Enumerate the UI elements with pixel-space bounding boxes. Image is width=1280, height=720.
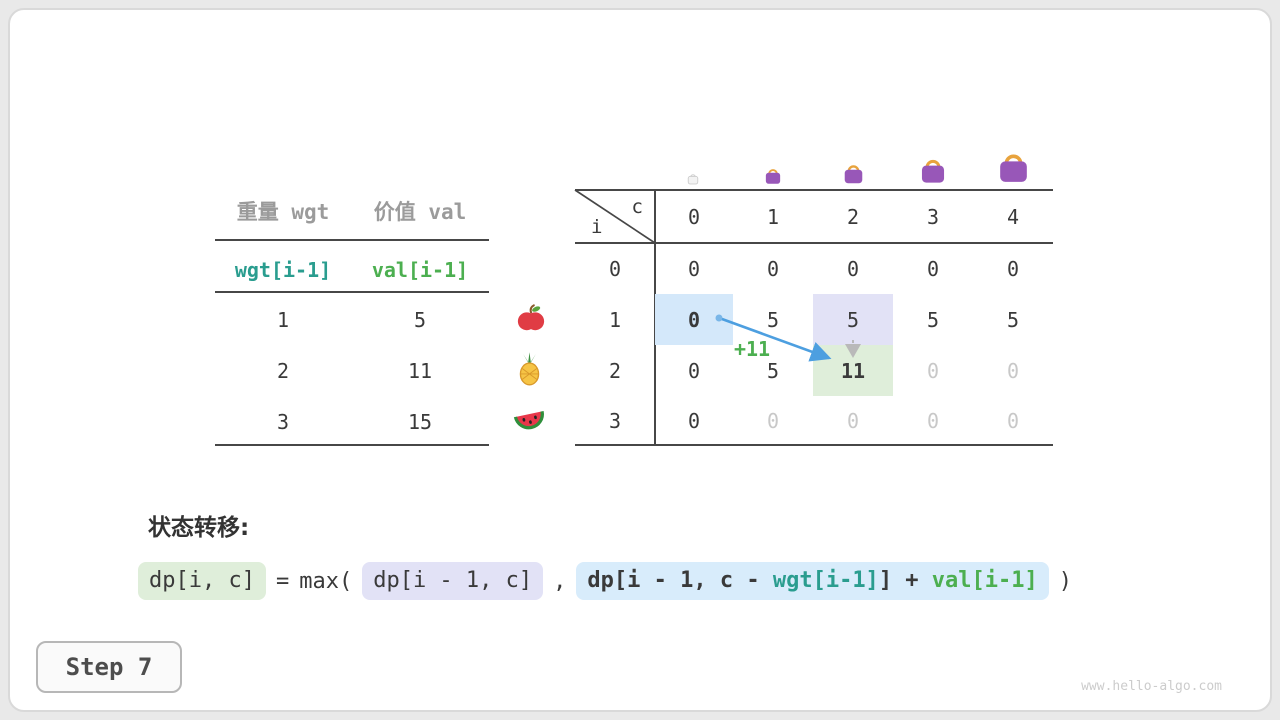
bag-capacity-3-icon (916, 152, 950, 190)
watermelon-icon (513, 405, 546, 434)
bag-capacity-2-icon (840, 159, 867, 190)
dp-col-header-3: 3 (926, 204, 940, 229)
formula-arg2-plus: ] + (878, 567, 932, 593)
weights-row-1-val: 11 (407, 359, 433, 383)
dp-cell-1-2: 5 (813, 294, 893, 345)
weights-table-line (215, 239, 489, 241)
dp-cell-0-3: 0 (926, 256, 940, 281)
formula-arg1-chip: dp[i - 1, c] (362, 561, 544, 601)
dp-cell-0-0: 0 (687, 256, 701, 281)
formula-close-paren: ) (1058, 568, 1073, 594)
dp-col-header-1: 1 (766, 204, 780, 229)
step-badge: Step 7 (36, 641, 182, 693)
watermark: www.hello-algo.com (1081, 679, 1222, 694)
dp-cell-2-1: 5 (766, 358, 780, 383)
dp-row-header-1: 1 (608, 307, 622, 332)
formula-arg2-chip: dp[i - 1, c - wgt[i-1]] + val[i-1] (576, 561, 1049, 601)
weights-formula-val: val[i-1] (371, 258, 469, 282)
weights-table-line (215, 291, 489, 293)
dp-cell-3-0: 0 (687, 408, 701, 433)
weights-formula-wgt: wgt[i-1] (234, 258, 332, 282)
dp-cell-3-3: 0 (926, 408, 940, 433)
dp-cell-2-3: 0 (926, 358, 940, 383)
formula-max-open: max( (299, 568, 353, 594)
apple-icon (516, 303, 546, 333)
dp-cell-3-2: 0 (846, 408, 860, 433)
transition-formula: dp[i, c] = max( dp[i - 1, c] , dp[i - 1,… (138, 558, 1072, 604)
dp-row-header-2: 2 (608, 358, 622, 383)
weights-header-wgt: 重量 wgt (236, 200, 330, 224)
pineapple-icon (515, 351, 544, 386)
formula-lhs-chip: dp[i, c] (138, 561, 266, 601)
weights-row-0-wgt: 1 (276, 308, 290, 332)
weights-row-2-val: 15 (407, 410, 433, 434)
dp-cell-1-3: 5 (926, 307, 940, 332)
formula-comma: , (553, 568, 567, 594)
dp-cell-2-2: 11 (813, 345, 893, 396)
weights-table-line (215, 444, 489, 446)
formula-arg2-val: val[i-1] (931, 567, 1038, 593)
dp-cell-0-2: 0 (846, 256, 860, 281)
dp-cell-2-4: 0 (1006, 358, 1020, 383)
dp-cell-3-4: 0 (1006, 408, 1020, 433)
weights-header-val: 价值 val (373, 200, 467, 224)
weights-row-0-val: 5 (413, 308, 427, 332)
formula-arg2-wgt: wgt[i-1] (772, 567, 879, 593)
dp-row-header-0: 0 (608, 256, 622, 281)
dp-corner-cell: c i (575, 190, 655, 243)
transition-add-label: +11 (733, 337, 771, 361)
dp-col-header-4: 4 (1006, 204, 1020, 229)
dp-cell-0-4: 0 (1006, 256, 1020, 281)
transition-title: 状态转移: (148, 515, 250, 541)
formula-arg2-prefix: dp[i - 1, c - (587, 567, 773, 593)
dp-row-header-3: 3 (608, 408, 622, 433)
formula-equals: = (275, 568, 290, 594)
dp-table-top-line (575, 189, 1053, 191)
dp-cell-2-0: 0 (687, 358, 701, 383)
dp-table-header-line (575, 242, 1053, 244)
dp-cell-1-4: 5 (1006, 307, 1020, 332)
weights-row-2-wgt: 3 (276, 410, 290, 434)
corner-row-var: i (591, 216, 603, 238)
dp-col-header-2: 2 (846, 204, 860, 229)
dp-col-header-0: 0 (687, 204, 701, 229)
bag-capacity-1-icon (762, 164, 784, 190)
bag-capacity-4-icon (993, 145, 1034, 190)
corner-col-var: c (631, 196, 643, 218)
dp-table-bottom-line (575, 444, 1053, 446)
weights-row-1-wgt: 2 (276, 359, 290, 383)
bag-capacity-0-icon (685, 170, 701, 190)
dp-cell-3-1: 0 (766, 408, 780, 433)
dp-cell-0-1: 0 (766, 256, 780, 281)
